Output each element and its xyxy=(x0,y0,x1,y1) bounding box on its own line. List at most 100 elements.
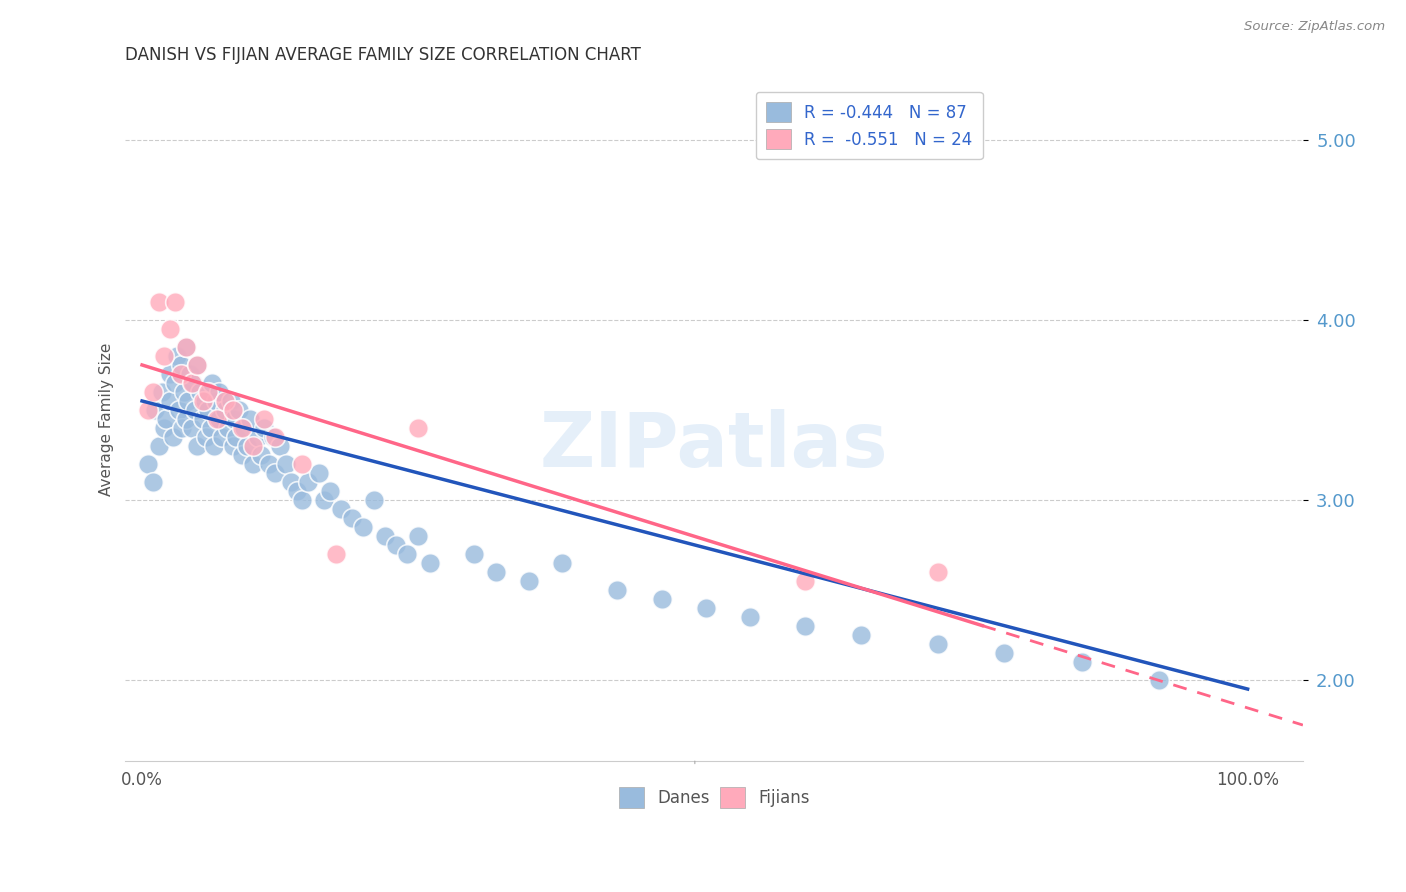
Point xyxy=(222,412,245,426)
Point xyxy=(202,439,225,453)
Point xyxy=(794,619,817,633)
Point xyxy=(396,547,419,561)
Point xyxy=(197,403,219,417)
Point xyxy=(269,439,291,453)
Point xyxy=(927,565,949,579)
Point xyxy=(242,457,264,471)
Point xyxy=(517,574,540,588)
Point xyxy=(191,412,214,426)
Point xyxy=(242,439,264,453)
Text: ZIPatlas: ZIPatlas xyxy=(540,409,889,483)
Point xyxy=(165,295,187,310)
Point xyxy=(297,475,319,489)
Point xyxy=(485,565,508,579)
Point xyxy=(153,349,176,363)
Point xyxy=(214,394,236,409)
Point xyxy=(263,430,285,444)
Point xyxy=(159,367,181,381)
Point xyxy=(253,412,276,426)
Point xyxy=(150,384,173,399)
Point xyxy=(740,610,762,624)
Point xyxy=(340,511,363,525)
Point xyxy=(186,358,208,372)
Point xyxy=(173,384,195,399)
Point xyxy=(408,529,430,543)
Point xyxy=(285,483,308,498)
Point xyxy=(385,538,408,552)
Point xyxy=(179,367,201,381)
Point xyxy=(177,394,200,409)
Point xyxy=(174,412,197,426)
Point xyxy=(191,394,214,409)
Point xyxy=(159,394,181,409)
Point xyxy=(136,457,159,471)
Point xyxy=(217,421,239,435)
Point xyxy=(142,384,165,399)
Point xyxy=(232,421,254,435)
Text: Source: ZipAtlas.com: Source: ZipAtlas.com xyxy=(1244,20,1385,33)
Point xyxy=(194,394,217,409)
Point xyxy=(195,430,218,444)
Point xyxy=(148,295,170,310)
Point xyxy=(188,384,211,399)
Legend: Danes, Fijians: Danes, Fijians xyxy=(612,780,817,814)
Point xyxy=(927,637,949,651)
Point xyxy=(257,457,280,471)
Point xyxy=(186,439,208,453)
Point xyxy=(695,601,717,615)
Point xyxy=(274,457,297,471)
Point xyxy=(166,349,188,363)
Point xyxy=(228,403,250,417)
Point xyxy=(153,421,176,435)
Point xyxy=(170,358,193,372)
Point xyxy=(148,439,170,453)
Point xyxy=(142,475,165,489)
Text: DANISH VS FIJIAN AVERAGE FAMILY SIZE CORRELATION CHART: DANISH VS FIJIAN AVERAGE FAMILY SIZE COR… xyxy=(125,46,641,64)
Point xyxy=(463,547,485,561)
Point xyxy=(330,502,353,516)
Point xyxy=(184,403,207,417)
Point xyxy=(159,322,181,336)
Point xyxy=(651,592,673,607)
Point xyxy=(180,376,202,390)
Point xyxy=(408,421,430,435)
Point xyxy=(253,421,276,435)
Point xyxy=(247,430,270,444)
Point xyxy=(239,412,262,426)
Point xyxy=(1147,673,1170,687)
Point xyxy=(374,529,396,543)
Point xyxy=(208,384,231,399)
Point xyxy=(849,628,872,642)
Point xyxy=(207,412,229,426)
Point xyxy=(291,457,314,471)
Point xyxy=(551,556,574,570)
Point xyxy=(319,483,342,498)
Point xyxy=(308,466,330,480)
Point xyxy=(186,358,208,372)
Point xyxy=(314,493,336,508)
Point xyxy=(606,582,628,597)
Point xyxy=(280,475,302,489)
Point xyxy=(250,448,273,462)
Point xyxy=(236,439,259,453)
Point xyxy=(352,520,374,534)
Point xyxy=(1070,655,1092,669)
Point xyxy=(170,421,193,435)
Y-axis label: Average Family Size: Average Family Size xyxy=(100,343,114,496)
Point xyxy=(162,430,184,444)
Point xyxy=(231,448,253,462)
Point xyxy=(263,466,285,480)
Point xyxy=(222,403,245,417)
Point xyxy=(262,430,284,444)
Point xyxy=(197,384,219,399)
Point xyxy=(418,556,440,570)
Point xyxy=(208,412,231,426)
Point xyxy=(167,403,190,417)
Point xyxy=(993,646,1015,660)
Point xyxy=(155,412,177,426)
Point xyxy=(325,547,347,561)
Point xyxy=(205,394,228,409)
Point xyxy=(231,421,253,435)
Point xyxy=(222,439,245,453)
Point xyxy=(201,376,224,390)
